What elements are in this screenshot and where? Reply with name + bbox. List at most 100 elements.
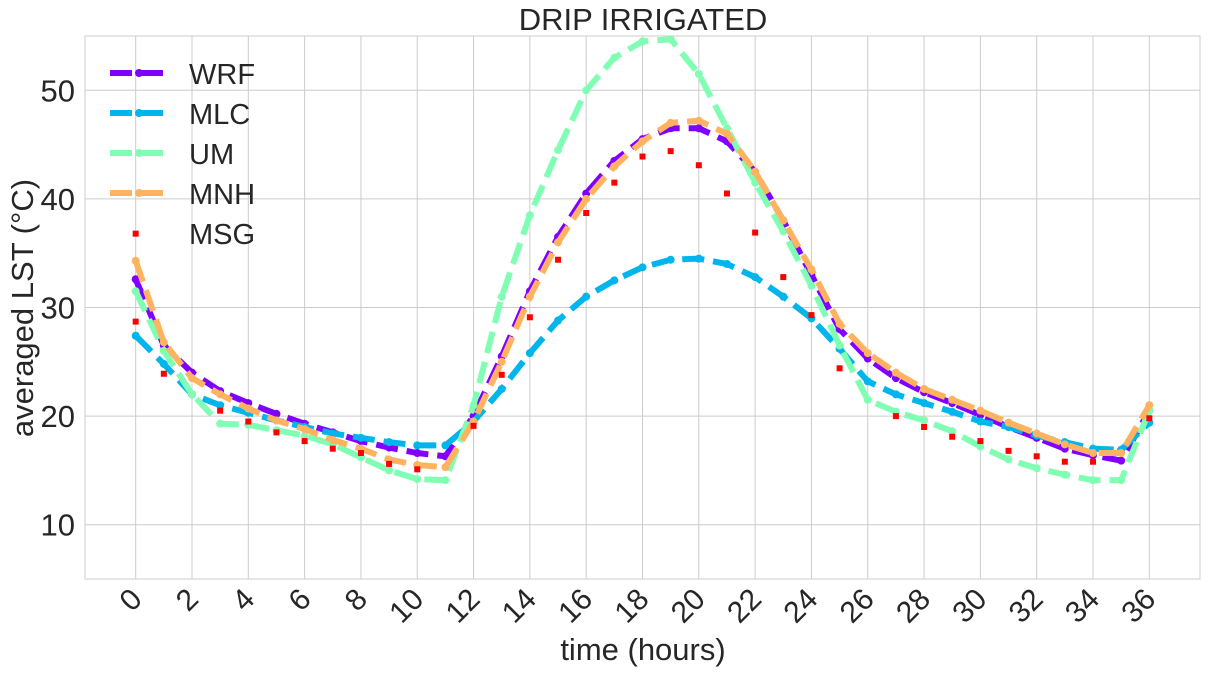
- data-point: [694, 70, 703, 79]
- data-point: [470, 422, 477, 429]
- data-point: [779, 292, 788, 301]
- data-point: [131, 331, 140, 340]
- data-point: [131, 275, 140, 284]
- data-point: [498, 371, 505, 378]
- data-point: [920, 399, 929, 408]
- series-msg: [132, 148, 1153, 473]
- data-point: [301, 438, 308, 445]
- data-point: [497, 292, 506, 301]
- x-tick-label: 4: [226, 583, 261, 618]
- data-point: [835, 319, 844, 328]
- data-point: [610, 276, 619, 285]
- data-point: [1117, 456, 1126, 465]
- data-point: [1061, 458, 1068, 465]
- y-tick-label: 50: [41, 73, 75, 108]
- data-point: [1005, 447, 1012, 454]
- data-point: [328, 429, 337, 438]
- data-point: [526, 314, 533, 321]
- data-point: [666, 35, 675, 44]
- data-point: [554, 316, 563, 325]
- data-point: [948, 395, 957, 404]
- data-point: [1033, 453, 1040, 460]
- legend-label: MSG: [189, 219, 255, 251]
- data-point: [1032, 464, 1041, 473]
- data-point: [666, 255, 675, 264]
- y-tick-label: 20: [41, 399, 75, 434]
- legend-item-msg: MSG: [189, 219, 255, 251]
- data-point: [582, 86, 591, 95]
- data-point: [159, 338, 168, 347]
- data-point: [244, 404, 253, 413]
- data-point: [441, 476, 450, 485]
- data-point: [497, 357, 506, 366]
- grid: [85, 36, 1200, 579]
- data-point: [1004, 418, 1013, 427]
- data-point: [780, 274, 787, 281]
- legend-item-mlc: MLC: [110, 99, 250, 131]
- data-point: [977, 438, 984, 445]
- data-point: [413, 449, 422, 458]
- data-point: [1089, 449, 1098, 458]
- plot-frame: [84, 35, 1201, 580]
- x-tick-label: 16: [552, 583, 599, 630]
- data-point: [892, 413, 899, 420]
- y-axis-label: averaged LST (°C): [5, 179, 40, 437]
- data-point: [300, 425, 309, 434]
- data-point: [722, 129, 731, 138]
- data-point: [131, 256, 140, 265]
- data-point: [807, 281, 816, 290]
- data-point: [413, 475, 422, 484]
- data-point: [216, 390, 225, 399]
- data-point: [694, 254, 703, 263]
- data-point: [835, 341, 844, 350]
- data-point: [1090, 458, 1097, 465]
- data-point: [666, 118, 675, 127]
- data-point: [723, 190, 730, 197]
- data-point: [273, 429, 280, 436]
- data-point: [555, 256, 562, 263]
- data-point: [891, 368, 900, 377]
- legend-marker: [135, 149, 143, 157]
- x-tick-label: 12: [440, 583, 487, 630]
- data-point: [976, 442, 985, 451]
- data-point: [216, 419, 225, 428]
- data-point: [610, 53, 619, 62]
- data-point: [949, 433, 956, 440]
- legend-label: UM: [189, 139, 234, 171]
- legend-item-wrf: WRF: [110, 59, 255, 91]
- legend-marker: [135, 69, 143, 77]
- series-layer: [131, 35, 1154, 485]
- data-point: [1117, 449, 1126, 458]
- data-point: [976, 406, 985, 415]
- x-tick-label: 24: [777, 583, 824, 630]
- data-point: [863, 349, 872, 358]
- data-point: [582, 194, 591, 203]
- y-tick-label: 40: [41, 182, 75, 217]
- data-point: [638, 37, 647, 46]
- series-mnh: [131, 116, 1154, 472]
- legend-item-mnh: MNH: [110, 179, 255, 211]
- x-tick-label: 14: [496, 583, 543, 630]
- x-tick-label: 10: [383, 583, 430, 630]
- data-point: [722, 260, 731, 269]
- data-point: [300, 431, 309, 440]
- data-point: [1117, 476, 1126, 485]
- x-tick-label: 36: [1115, 583, 1162, 630]
- x-tick-label: 34: [1059, 583, 1106, 630]
- legend: WRF MLC UM MNH MSG: [110, 59, 255, 251]
- data-point: [216, 401, 225, 410]
- y-tick-labels: 10 20 30 40 50: [41, 73, 75, 542]
- data-point: [976, 417, 985, 426]
- legend-marker: [135, 109, 143, 117]
- data-point: [554, 146, 563, 155]
- data-point: [920, 416, 929, 425]
- data-point: [863, 395, 872, 404]
- x-tick-label: 0: [113, 583, 148, 618]
- legend-label: MNH: [189, 179, 255, 211]
- legend-marker: [135, 189, 143, 197]
- data-point: [497, 384, 506, 393]
- data-point: [469, 401, 478, 410]
- x-tick-label: 32: [1003, 583, 1050, 630]
- data-point: [751, 273, 760, 282]
